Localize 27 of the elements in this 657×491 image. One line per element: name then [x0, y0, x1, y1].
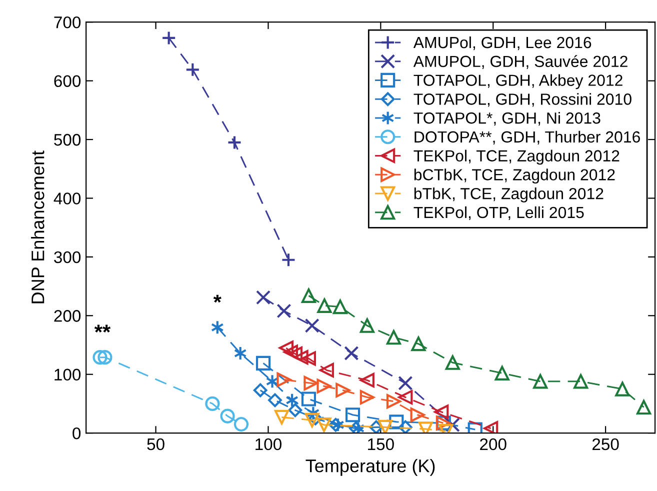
y-tick-label: 300 [54, 251, 81, 264]
legend-label: bCTbK, TCE, Zagdoun 2012 [414, 168, 615, 184]
y-tick-label: 0 [72, 427, 81, 440]
annotation: * [213, 294, 222, 303]
y-tick-label: 100 [54, 368, 81, 381]
y-tick-label: 200 [54, 310, 81, 322]
x-tick-label: 250 [592, 438, 619, 450]
legend-label: TOTAPOL, GDH, Rossini 2010 [414, 93, 632, 107]
y-tick-label: 700 [54, 16, 81, 28]
x-axis-title: Temperature (K) [306, 459, 435, 476]
legend-label: TOTAPOL*, GDH, Ni 2013 [414, 112, 600, 126]
x-tick-label: 150 [368, 438, 394, 450]
y-tick-label: 600 [54, 75, 81, 88]
legend-label: AMUPol, GDH, Lee 2016 [413, 36, 592, 50]
legend-label: TEKPol, TCE, Zagdoun 2012 [414, 150, 620, 165]
legend-label: bTbK, TCE, Zagdoun 2012 [414, 188, 604, 202]
annotation: ** [94, 324, 111, 333]
y-axis-title: DNP Enhancement [31, 150, 44, 304]
x-tick-label: 200 [480, 438, 506, 450]
legend-label: DOTOPA**, GDH, Thurber 2016 [414, 130, 640, 144]
legend-label: AMUPOL, GDH, Sauvée 2012 [413, 55, 628, 69]
x-tick-label: 100 [256, 438, 282, 450]
y-tick-label: 500 [54, 134, 81, 146]
legend-label: TOTAPOL, GDH, Akbey 2012 [414, 74, 622, 90]
x-tick-label: 50 [147, 438, 164, 450]
y-tick-label: 400 [54, 192, 81, 204]
legend-label: TEKPol, OTP, Lelli 2015 [414, 206, 584, 220]
